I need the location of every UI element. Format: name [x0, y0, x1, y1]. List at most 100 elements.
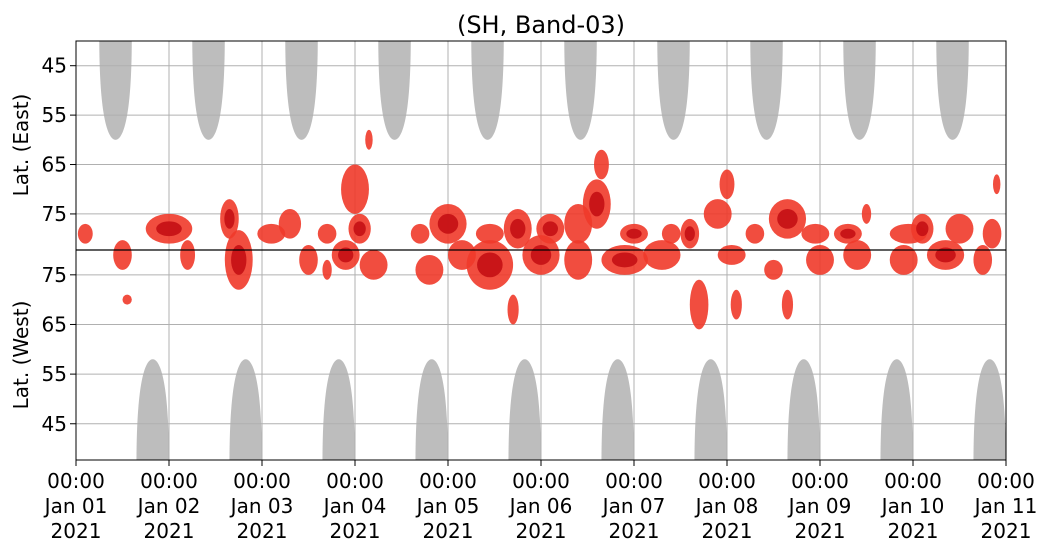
chart-title: (SH, Band-03) — [457, 11, 625, 39]
coverage-gap-east-6 — [657, 41, 690, 140]
coverage-gap-west-6 — [694, 359, 727, 460]
event-blob-48 — [843, 240, 872, 270]
coverage-gap-west-9 — [973, 359, 1006, 460]
event-blob-core-23 — [510, 218, 526, 239]
event-blob-37 — [703, 199, 732, 229]
event-blob-1 — [113, 240, 132, 270]
event-blob-core-43 — [777, 208, 798, 229]
event-blob-46 — [806, 245, 834, 275]
event-blob-core-19 — [437, 213, 459, 234]
event-blob-28 — [564, 240, 593, 280]
x-tick-label: Jan 08 — [694, 494, 759, 518]
coverage-gap-east-4 — [471, 41, 504, 140]
event-blob-7 — [257, 223, 286, 244]
x-tick-label: Jan 11 — [973, 494, 1038, 518]
y-tick-label-east: 75 — [42, 202, 67, 226]
x-tick-label: Jan 03 — [229, 494, 294, 518]
event-blob-core-26 — [542, 221, 558, 237]
event-blob-core-47 — [840, 228, 856, 239]
x-tick-label: Jan 05 — [415, 494, 480, 518]
x-tick-label: 00:00 — [884, 469, 942, 493]
event-blob-54 — [945, 213, 974, 244]
event-blob-44 — [781, 289, 794, 320]
y-axis-ticks: 45 55 65 75 75 65 55 45 — [42, 54, 76, 436]
x-tick-label: 2021 — [888, 519, 939, 543]
y-tick-label-east: 55 — [42, 103, 67, 127]
event-blob-core-12 — [338, 247, 354, 263]
event-blob-41 — [745, 223, 765, 244]
x-tick-label: 00:00 — [512, 469, 570, 493]
event-blob-51 — [889, 245, 918, 275]
x-tick-label: 2021 — [981, 519, 1032, 543]
x-tick-label: Jan 04 — [322, 494, 387, 518]
x-tick-label: 2021 — [516, 519, 567, 543]
y-tick-label-west: 65 — [42, 312, 67, 336]
x-tick-label: Jan 02 — [136, 494, 201, 518]
event-blob-core-5 — [224, 208, 235, 229]
x-tick-label: 00:00 — [419, 469, 477, 493]
event-blob-core-25 — [530, 245, 552, 265]
event-blob-core-3 — [156, 221, 182, 237]
coverage-gap-west-4 — [508, 359, 541, 460]
event-blob-45 — [801, 223, 830, 244]
event-blob-39 — [717, 245, 746, 265]
x-tick-label: 2021 — [423, 519, 474, 543]
x-tick-label: 00:00 — [977, 469, 1035, 493]
event-blob-42 — [764, 259, 783, 280]
coverage-gap-west-2 — [322, 359, 355, 460]
event-blob-18 — [415, 254, 444, 285]
event-blob-56 — [982, 218, 1002, 249]
x-tick-label: 2021 — [330, 519, 381, 543]
event-blob-4 — [180, 240, 196, 270]
event-blob-8 — [278, 208, 302, 239]
y-tick-label-west: 45 — [42, 412, 67, 436]
x-tick-label: 2021 — [702, 519, 753, 543]
x-tick-label: Jan 09 — [787, 494, 852, 518]
x-tick-label: 2021 — [237, 519, 288, 543]
event-blob-core-31 — [611, 252, 638, 268]
y-tick-label-west: 75 — [42, 263, 67, 287]
event-blob-core-52 — [916, 221, 929, 237]
x-tick-label: 2021 — [144, 519, 195, 543]
event-blob-core-6 — [231, 245, 247, 275]
event-blob-11 — [322, 259, 332, 280]
x-tick-label: Jan 10 — [880, 494, 945, 518]
coverage-gap-west-8 — [880, 359, 913, 460]
x-tick-label: Jan 01 — [43, 494, 108, 518]
event-blob-core-32 — [626, 228, 642, 239]
coverage-gap-east-3 — [378, 41, 411, 140]
coverage-gap-west-3 — [415, 359, 448, 460]
coverage-gap-west-0 — [136, 359, 169, 460]
y-axis-label-west: Lat. (West) — [9, 301, 33, 410]
x-tick-label: 2021 — [51, 519, 102, 543]
x-tick-label: 00:00 — [233, 469, 291, 493]
event-blob-9 — [299, 245, 318, 275]
event-blob-38 — [719, 169, 735, 200]
x-tick-label: 00:00 — [47, 469, 105, 493]
event-blob-core-22 — [477, 252, 503, 278]
coverage-gap-east-8 — [843, 41, 876, 140]
x-tick-label: Jan 06 — [508, 494, 573, 518]
event-blob-2 — [122, 294, 132, 305]
event-blob-core-53 — [935, 247, 956, 263]
y-tick-label-east: 45 — [42, 54, 67, 78]
coverage-gap-west-5 — [601, 359, 634, 460]
event-blob-10 — [317, 223, 337, 244]
event-blob-core-35 — [684, 226, 695, 242]
coverage-gap-east-5 — [564, 41, 597, 140]
event-blob-0 — [77, 223, 93, 244]
coverage-gap-west-7 — [787, 359, 820, 460]
event-blob-17 — [410, 223, 430, 244]
event-blob-13 — [341, 164, 369, 214]
coverage-gap-east-0 — [99, 41, 132, 140]
x-tick-label: 00:00 — [140, 469, 198, 493]
coverage-gap-east-2 — [285, 41, 318, 140]
y-axis-label-east: Lat. (East) — [9, 94, 33, 197]
x-tick-label: 2021 — [609, 519, 660, 543]
y-tick-label-west: 55 — [42, 362, 67, 386]
event-blob-16 — [359, 250, 388, 280]
event-blob-36 — [689, 279, 709, 330]
coverage-gap-east-9 — [936, 41, 969, 140]
